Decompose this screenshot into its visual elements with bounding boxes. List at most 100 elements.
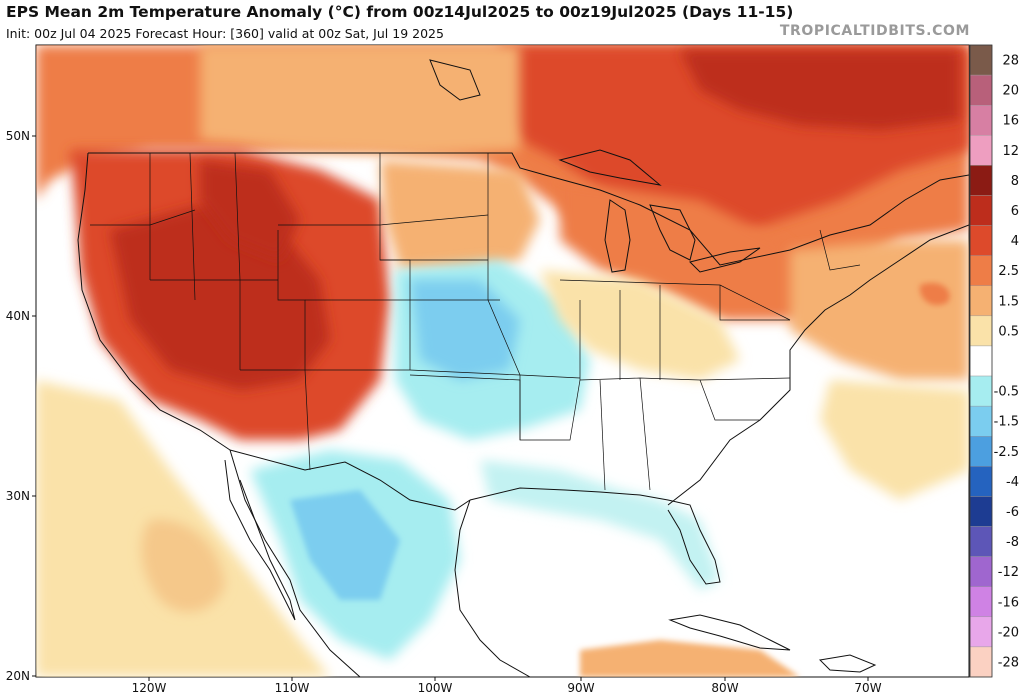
lat-label: 20N [6,669,30,683]
colorbar-label: 2.5 [998,264,1019,279]
cuba [668,614,791,651]
colorbar-label: 12 [1002,144,1019,159]
mexico-pacific-coast [229,449,361,677]
colorbar-swatch [969,556,993,587]
colorbar-swatch [969,104,993,136]
lon-label: 80W [711,681,738,695]
colorbar-label: -1.5 [994,415,1019,430]
colorbar-label: -2.5 [994,445,1019,460]
great-lakes-huron [649,204,696,261]
great-lakes-erie [689,247,761,273]
state-line [409,374,581,441]
colorbar-swatch [969,466,993,497]
state-line [699,379,760,421]
colorbar-swatch [969,646,993,678]
colorbar-label: -20 [998,625,1019,640]
colorbar-label: -8 [1006,535,1019,550]
state-line [599,379,606,491]
atlantic-warm-zone [790,240,969,380]
oklahoma-cool-core [410,280,520,380]
colorbar-label: 4 [1011,234,1019,249]
brand-watermark: TROPICALTIDBITS.COM [779,23,970,39]
state-line [819,229,861,271]
colorbar-swatch [969,165,993,196]
colorbar-swatch [969,195,993,226]
midwest-mild [540,270,740,380]
colorbar-outline [969,44,993,678]
great-lakes-warm [560,180,830,320]
atlantic-coastline [667,224,969,506]
rockies-hot-core [200,160,300,260]
us-mexico-border [229,449,471,511]
state-boundaries [90,152,861,491]
colorbar-label: 20 [1002,84,1019,99]
gulf-of-mexico-west-coast [454,499,531,677]
colorbar-swatch [969,345,993,377]
state-line [189,152,196,301]
colorbar-legend: 28 20 16 12 8 6 4 2.5 1.5 0.5 -0.5 -1.5 -2.5 -4 -6 -8 -1… [969,44,1019,678]
gulf-coast-mild [480,460,720,590]
map-title: EPS Mean 2m Temperature Anomaly (°C) fro… [6,3,794,21]
atlantic-warm-spot [919,282,950,306]
colorbar-label: -4 [1006,475,1019,490]
prairie-warm-zone [200,45,520,155]
lon-label: 100W [418,681,453,695]
colorbar-label: 6 [1011,204,1019,219]
colorbar-swatch [969,375,993,407]
lon-label: 110W [275,681,310,695]
lon-label: 70W [854,681,881,695]
colorbar-swatch [969,225,993,256]
great-lakes-superior [558,149,662,186]
political-boundaries [77,59,969,677]
colorbar-swatch [969,526,993,557]
colorbar-swatch [969,44,993,76]
colorbar-swatch [969,586,993,618]
baja-peninsula [224,459,296,621]
lat-label: 50N [6,129,30,143]
gulf-coastline [469,487,721,585]
map-subtitle: Init: 00z Jul 04 2025 Forecast Hour: [36… [6,26,444,41]
hispaniola [818,654,877,673]
atlantic-mild [820,380,969,500]
us-canada-border [88,152,969,266]
lat-label: 40N [6,309,30,323]
pacific-warm-blob [141,519,225,612]
state-line [278,214,489,226]
colorbar-label: 8 [1011,174,1019,189]
latitude-axis: 50N 40N 30N 20N [6,129,36,683]
colorbar-swatch [969,285,993,317]
quebec-hot-core [680,50,960,130]
colorbar-swatch [969,315,993,347]
colorbar-swatch [969,496,993,527]
lon-label: 90W [567,681,594,695]
colorbar-label: 0.5 [998,324,1019,339]
state-line [639,377,651,491]
lon-label: 120W [132,681,167,695]
colorbar-swatch [969,255,993,286]
caribbean-warm [580,640,800,677]
state-line [90,209,196,226]
lake-winnipeg [429,59,481,101]
state-line [240,369,581,379]
great-lakes-michigan [604,199,631,273]
colorbar-swatch [969,436,993,467]
colorbar-label: -0.5 [994,385,1019,400]
sierra-madre-cool-core [290,490,400,600]
anomaly-field [36,45,969,677]
colorbar-label: 28 [1002,54,1019,69]
colorbar-label: -12 [998,565,1019,580]
colorbar-swatch [969,135,993,166]
longitude-axis: 120W 110W 100W 90W 80W 70W [132,677,882,695]
colorbar-swatch [969,74,993,106]
colorbar-label: -28 [998,655,1019,670]
colorbar-label: -6 [1006,505,1019,520]
lat-label: 30N [6,489,30,503]
colorbar-label: 16 [1002,114,1019,129]
colorbar-label: 1.5 [998,294,1019,309]
state-line [719,285,790,321]
colorbar-label: -16 [998,595,1019,610]
us-west-coast [77,152,231,451]
northern-plains-warm [380,160,540,270]
colorbar-swatch [969,405,993,437]
